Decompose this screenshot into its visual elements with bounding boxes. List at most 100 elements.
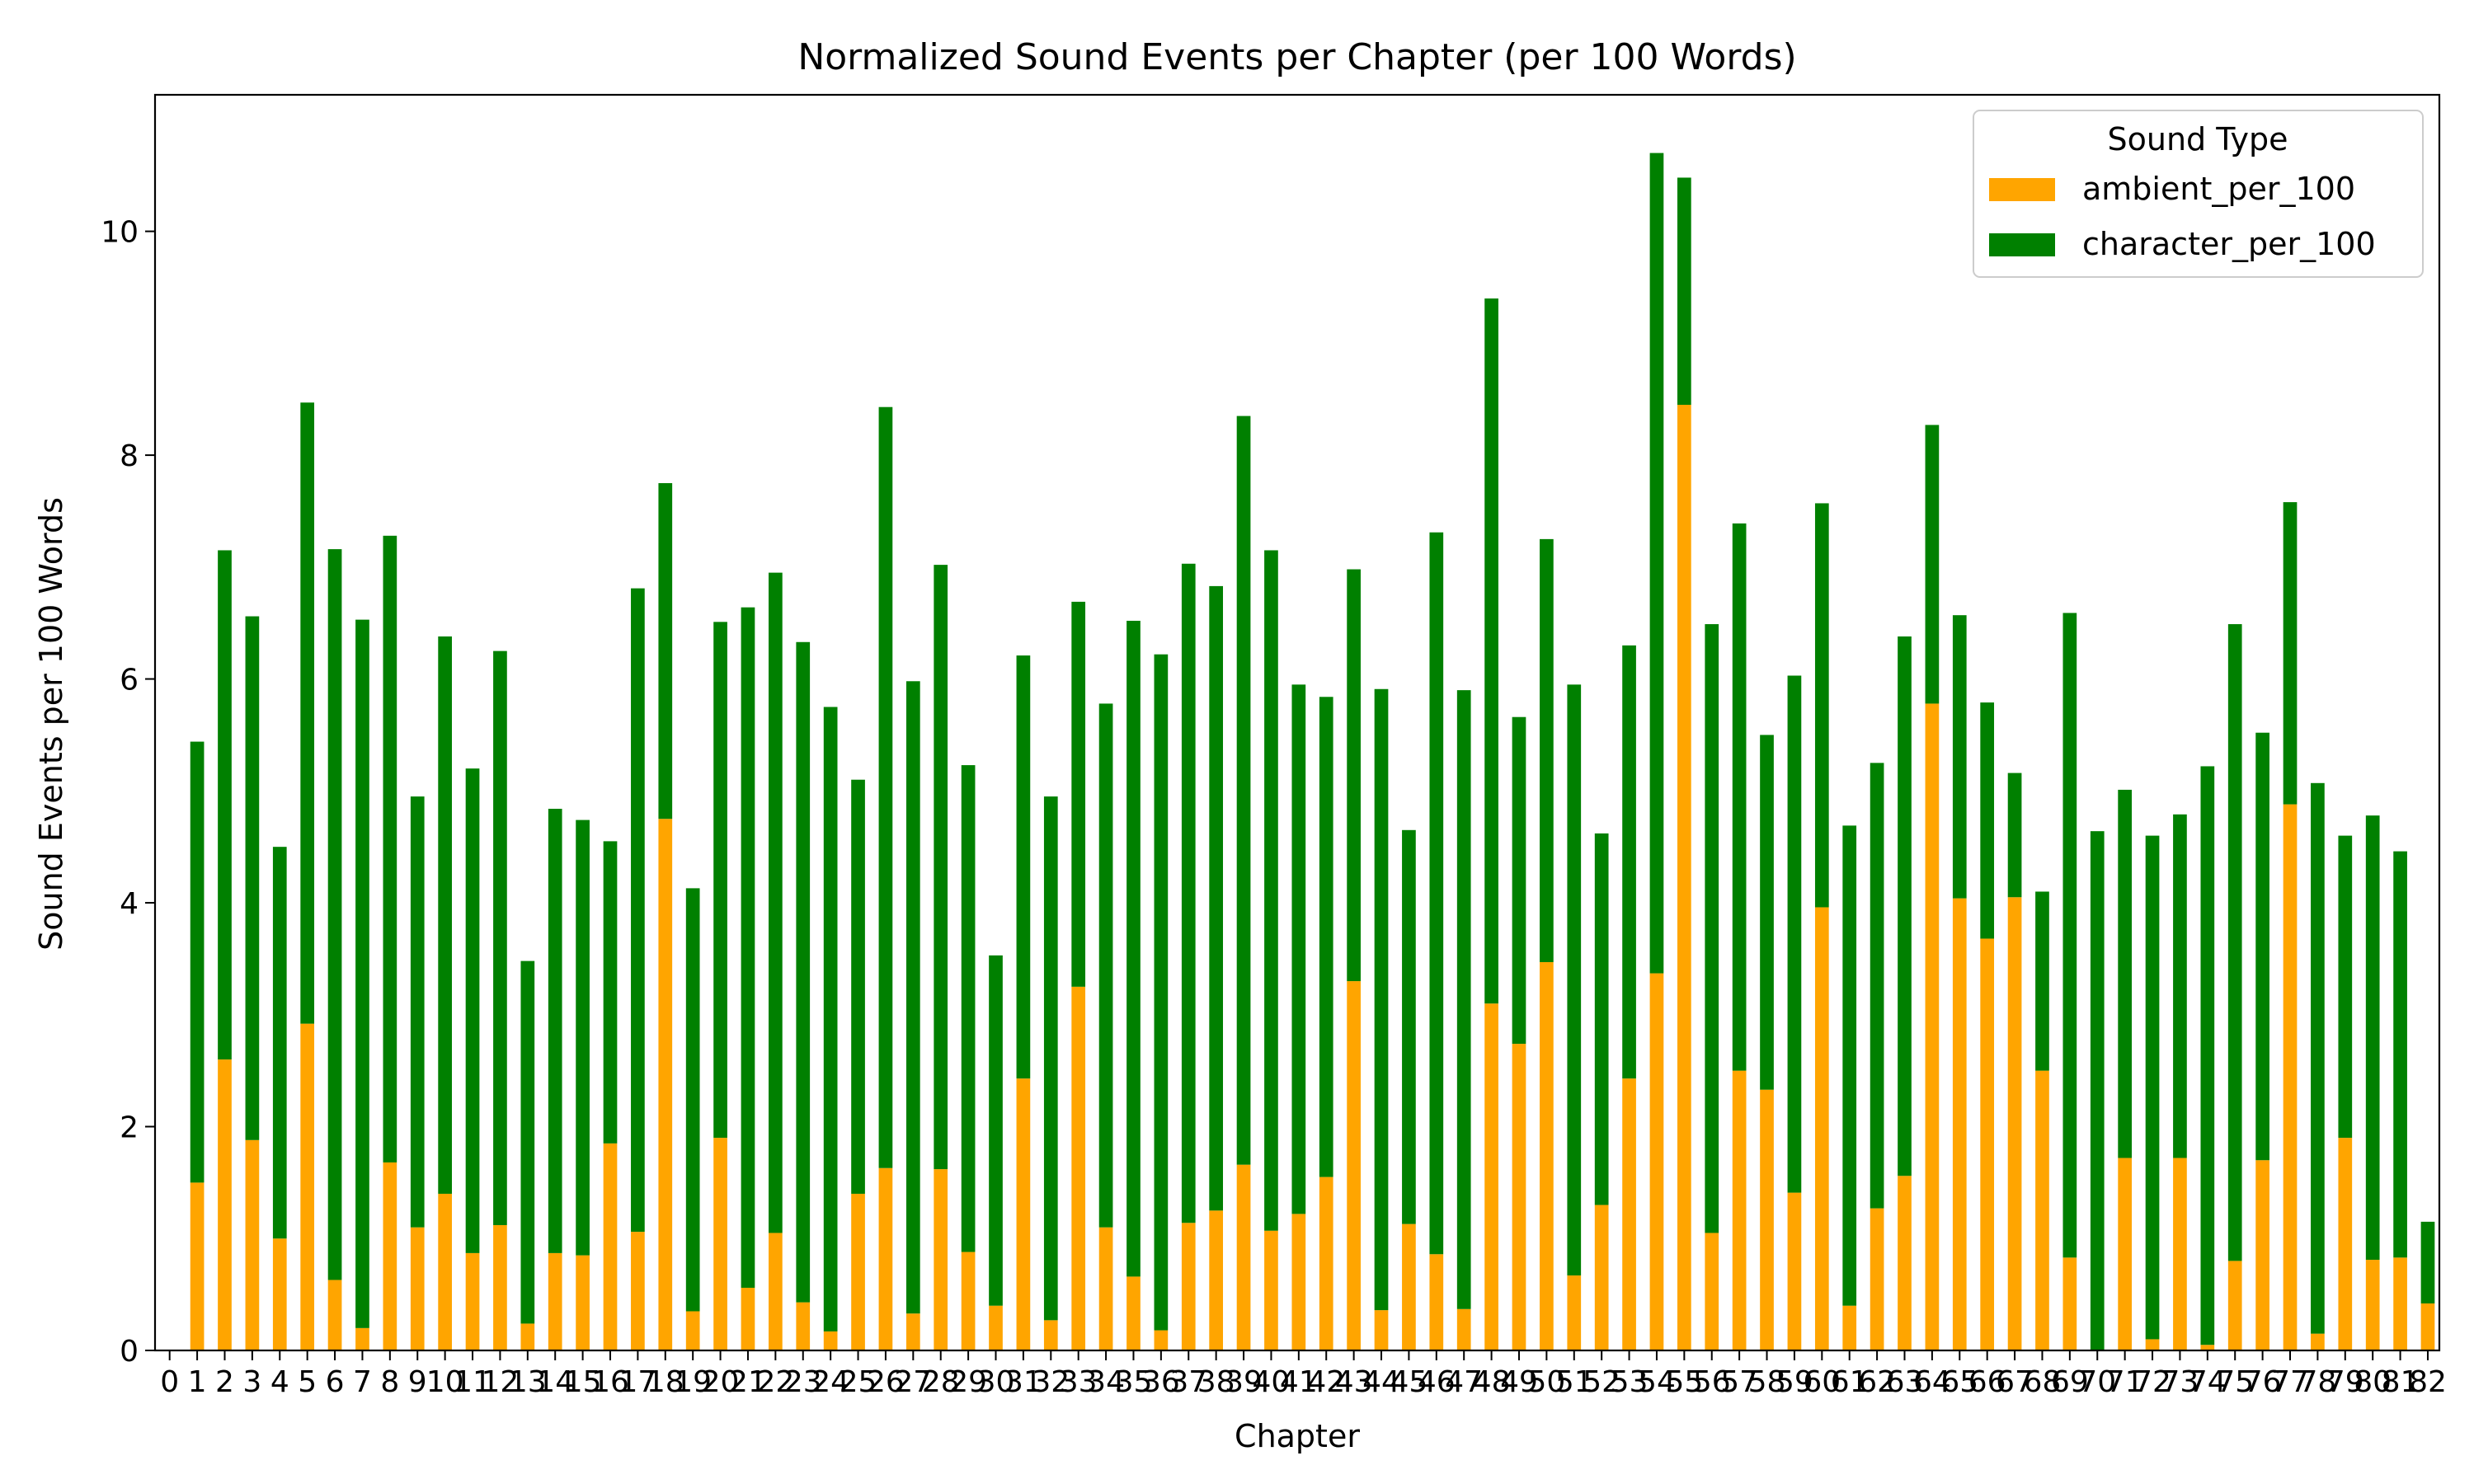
- x-tick-label: 46: [1418, 1365, 1456, 1399]
- x-tick-label: 37: [1169, 1365, 1207, 1399]
- x-tick-label: 49: [1500, 1365, 1538, 1399]
- bar-character-chapter-40: [1264, 550, 1278, 1231]
- bar-character-chapter-27: [905, 681, 920, 1314]
- bar-ambient-chapter-11: [465, 1252, 480, 1350]
- bar-character-chapter-4: [272, 847, 287, 1239]
- x-tick-label: 12: [482, 1365, 520, 1399]
- x-tick-label: 67: [1996, 1365, 2034, 1399]
- y-tick-label: 2: [120, 1111, 139, 1145]
- y-tick-label: 8: [120, 439, 139, 473]
- bar-character-chapter-2: [218, 550, 232, 1060]
- bar-character-chapter-5: [300, 402, 315, 1024]
- bar-character-chapter-19: [685, 888, 700, 1312]
- bar-ambient-chapter-75: [2227, 1261, 2242, 1350]
- x-tick-label: 60: [1803, 1365, 1841, 1399]
- bar-ambient-chapter-1: [190, 1182, 205, 1350]
- bar-character-chapter-67: [2007, 773, 2022, 898]
- bar-character-chapter-65: [1952, 615, 1967, 899]
- x-tick-label: 77: [2271, 1365, 2309, 1399]
- bar-character-chapter-35: [1126, 620, 1141, 1277]
- bar-character-chapter-70: [2090, 831, 2105, 1350]
- bar-character-chapter-54: [1649, 153, 1664, 974]
- bar-character-chapter-16: [603, 841, 618, 1144]
- x-tick-label: 18: [647, 1365, 684, 1399]
- bar-ambient-chapter-25: [851, 1193, 865, 1350]
- x-tick-label: 2: [215, 1365, 234, 1399]
- bar-ambient-chapter-51: [1567, 1275, 1582, 1350]
- y-tick-label: 4: [120, 887, 139, 921]
- bar-ambient-chapter-64: [1925, 703, 1940, 1350]
- x-tick-label: 9: [408, 1365, 427, 1399]
- bar-ambient-chapter-66: [1980, 938, 1995, 1350]
- bar-ambient-chapter-10: [438, 1193, 452, 1350]
- bar-character-chapter-14: [548, 809, 562, 1253]
- bar-character-chapter-69: [2062, 613, 2077, 1258]
- x-tick-label: 76: [2244, 1365, 2282, 1399]
- x-tick-label: 19: [674, 1365, 712, 1399]
- x-tick-label: 16: [591, 1365, 629, 1399]
- x-tick-label: 79: [2326, 1365, 2364, 1399]
- x-tick-label: 1: [188, 1365, 207, 1399]
- x-tick-label: 7: [353, 1365, 372, 1399]
- bar-ambient-chapter-39: [1236, 1164, 1251, 1350]
- x-tick-label: 74: [2189, 1365, 2227, 1399]
- x-tick-label: 6: [326, 1365, 345, 1399]
- bar-ambient-chapter-44: [1374, 1310, 1389, 1350]
- bar-ambient-chapter-74: [2200, 1345, 2215, 1350]
- bars-layer: [190, 153, 2435, 1350]
- bar-character-chapter-9: [410, 796, 425, 1228]
- x-tick-label: 61: [1831, 1365, 1869, 1399]
- bar-ambient-chapter-29: [961, 1252, 976, 1350]
- legend: Sound Type ambient_per_100 character_per…: [1973, 110, 2424, 278]
- x-tick-label: 71: [2106, 1365, 2144, 1399]
- legend-swatch-ambient: [1989, 178, 2055, 201]
- bar-character-chapter-68: [2035, 891, 2049, 1071]
- bar-ambient-chapter-47: [1456, 1308, 1471, 1350]
- x-tick-label: 68: [2024, 1365, 2062, 1399]
- x-tick-label: 42: [1307, 1365, 1345, 1399]
- bar-ambient-chapter-42: [1319, 1176, 1333, 1350]
- bar-ambient-chapter-45: [1402, 1223, 1416, 1350]
- bar-character-chapter-62: [1870, 763, 1884, 1209]
- x-tick-label: 80: [2354, 1365, 2392, 1399]
- x-tick-label: 0: [160, 1365, 179, 1399]
- bar-character-chapter-21: [741, 607, 755, 1288]
- bar-ambient-chapter-5: [300, 1023, 315, 1350]
- bar-character-chapter-74: [2200, 766, 2215, 1345]
- bar-ambient-chapter-58: [1760, 1089, 1774, 1350]
- x-tick-label: 3: [242, 1365, 261, 1399]
- bar-ambient-chapter-3: [245, 1139, 260, 1350]
- x-tick-label: 69: [2051, 1365, 2089, 1399]
- bar-character-chapter-52: [1594, 833, 1609, 1205]
- bar-character-chapter-17: [631, 588, 645, 1233]
- x-tick-label: 40: [1253, 1365, 1291, 1399]
- x-tick-label: 50: [1527, 1365, 1565, 1399]
- x-tick-label: 35: [1115, 1365, 1153, 1399]
- bar-ambient-chapter-78: [2311, 1333, 2325, 1350]
- x-tick-label: 72: [2133, 1365, 2171, 1399]
- x-tick-label: 75: [2216, 1365, 2254, 1399]
- bar-character-chapter-31: [1016, 655, 1031, 1079]
- bar-character-chapter-38: [1209, 585, 1224, 1211]
- bar-ambient-chapter-82: [2420, 1303, 2435, 1350]
- bar-character-chapter-18: [658, 483, 673, 819]
- bar-ambient-chapter-16: [603, 1143, 618, 1350]
- x-tick-label: 25: [840, 1365, 877, 1399]
- x-tick-label: 54: [1638, 1365, 1676, 1399]
- bar-ambient-chapter-81: [2393, 1257, 2407, 1350]
- bar-ambient-chapter-73: [2173, 1158, 2187, 1350]
- bar-character-chapter-7: [355, 619, 369, 1328]
- bar-ambient-chapter-4: [272, 1238, 287, 1350]
- plot-frame: [153, 93, 2441, 1352]
- bar-character-chapter-33: [1071, 601, 1086, 987]
- bar-ambient-chapter-37: [1181, 1223, 1196, 1350]
- bar-character-chapter-3: [245, 616, 260, 1140]
- bar-character-chapter-37: [1181, 563, 1196, 1223]
- bar-character-chapter-56: [1705, 624, 1719, 1233]
- bar-character-chapter-25: [851, 779, 865, 1194]
- x-tick-label: 34: [1087, 1365, 1125, 1399]
- x-tick-label: 43: [1335, 1365, 1373, 1399]
- x-tick-label: 39: [1225, 1365, 1263, 1399]
- bar-ambient-chapter-14: [548, 1252, 562, 1350]
